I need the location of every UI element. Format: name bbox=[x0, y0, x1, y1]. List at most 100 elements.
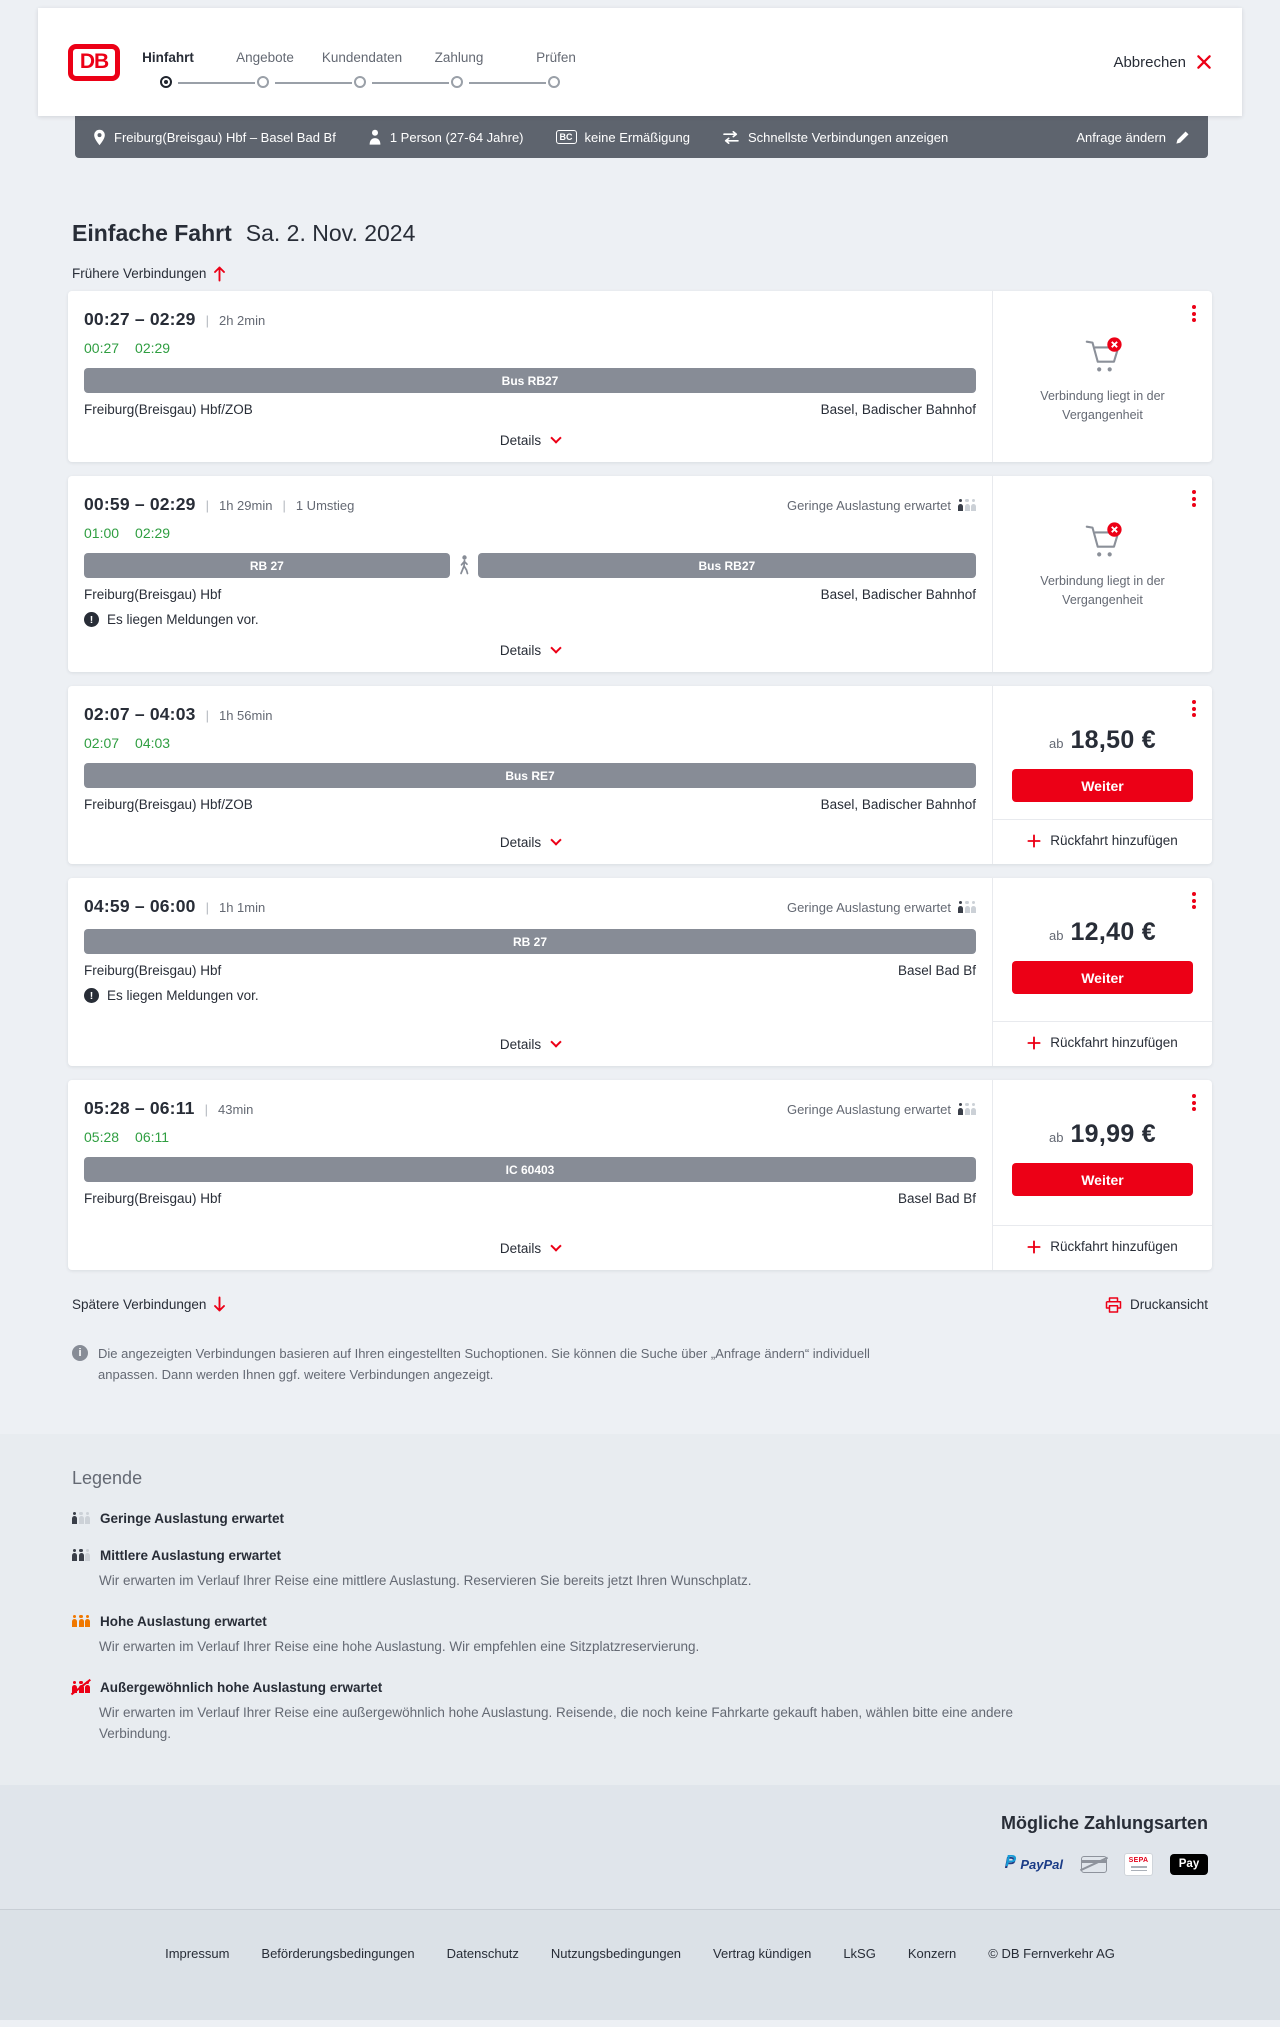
footer-link-befoerderungsbedingungen[interactable]: Beförderungsbedingungen bbox=[261, 1945, 415, 1961]
occupancy-high-icon bbox=[72, 1614, 90, 1628]
connection-card-side: ab 18,50 € Weiter Rückfahrt hinzufügen bbox=[993, 686, 1212, 864]
person-icon bbox=[369, 129, 381, 145]
footer-link-konzern[interactable]: Konzern bbox=[907, 1945, 957, 1961]
separator: | bbox=[205, 313, 209, 328]
step-kundendaten[interactable]: Kundendaten bbox=[322, 50, 451, 96]
origin-station: Freiburg(Breisgau) Hbf bbox=[84, 587, 222, 602]
add-return-button[interactable]: Rückfahrt hinzufügen bbox=[993, 1021, 1212, 1054]
destination-station: Basel, Badischer Bahnhof bbox=[820, 402, 976, 417]
leg-bar: RB 27 bbox=[84, 929, 976, 954]
occupancy-low-icon bbox=[72, 1511, 90, 1525]
earlier-connections-link[interactable]: Frühere Verbindungen bbox=[72, 265, 226, 282]
price: ab 18,50 € bbox=[1049, 726, 1156, 754]
legend-item: Außergewöhnlich hohe Auslastung erwartet bbox=[72, 1680, 1208, 1695]
printer-icon bbox=[1105, 1296, 1122, 1313]
legend-description: Wir erwarten im Verlauf Ihrer Reise eine… bbox=[99, 1638, 700, 1654]
step-dot bbox=[354, 76, 366, 88]
realtime-times: 00:27 02:29 bbox=[84, 340, 171, 356]
legend-description: Wir erwarten im Verlauf Ihrer Reise eine… bbox=[99, 1704, 1014, 1741]
occupancy-indicator: Geringe Auslastung erwartet bbox=[787, 498, 976, 513]
service-message: Es liegen Meldungen vor. bbox=[84, 612, 976, 627]
more-options-button[interactable] bbox=[1190, 1092, 1198, 1113]
separator: | bbox=[282, 498, 286, 513]
step-angebote[interactable]: Angebote bbox=[236, 50, 354, 96]
origin-station: Freiburg(Breisgau) Hbf bbox=[84, 1191, 222, 1206]
change-request-button[interactable]: Anfrage ändern bbox=[1076, 130, 1190, 145]
origin-station: Freiburg(Breisgau) Hbf bbox=[84, 963, 222, 978]
connection-duration: 43min bbox=[218, 1102, 254, 1117]
price: ab 12,40 € bbox=[1049, 918, 1156, 946]
leg-bar: Bus RB27 bbox=[477, 553, 976, 578]
add-return-button[interactable]: Rückfahrt hinzufügen bbox=[993, 819, 1212, 852]
weiter-button[interactable]: Weiter bbox=[1012, 769, 1193, 802]
connection-card-side: Verbindung liegt in der Vergangenheit bbox=[993, 291, 1212, 462]
step-zahlung[interactable]: Zahlung bbox=[435, 50, 548, 96]
more-options-button[interactable] bbox=[1190, 488, 1198, 509]
chevron-down-icon bbox=[550, 432, 562, 444]
connection-duration: 1h 56min bbox=[218, 708, 273, 723]
arrow-up-icon bbox=[214, 266, 226, 282]
chevron-down-icon bbox=[550, 1240, 562, 1252]
occupancy-low-icon bbox=[958, 1103, 976, 1116]
realtime-times: 05:28 06:11 bbox=[84, 1129, 170, 1145]
payment-methods-title: Mögliche Zahlungsarten bbox=[1000, 1812, 1208, 1833]
step-dot bbox=[548, 76, 560, 88]
legend-item: Mittlere Auslastung erwartet bbox=[72, 1548, 1208, 1563]
footer-link-impressum[interactable]: Impressum bbox=[165, 1945, 230, 1961]
journey-legs: IC 60403 bbox=[84, 1157, 976, 1182]
add-return-button[interactable]: Rückfahrt hinzufügen bbox=[993, 1225, 1212, 1258]
connection-duration: 2h 2min bbox=[218, 313, 266, 328]
weiter-button[interactable]: Weiter bbox=[1012, 961, 1193, 994]
connection-card: 02:07 – 04:03 | 1h 56min 02:07 04:03 Bus… bbox=[68, 686, 1212, 864]
footer-link-datenschutz[interactable]: Datenschutz bbox=[446, 1945, 519, 1961]
sepa-lastschrift-icon: SEPA bbox=[1125, 1853, 1152, 1875]
connection-duration: 1h 1min bbox=[218, 900, 266, 915]
chevron-down-icon bbox=[550, 834, 562, 846]
occupancy-indicator: Geringe Auslastung erwartet bbox=[787, 1102, 976, 1117]
weiter-button[interactable]: Weiter bbox=[1012, 1163, 1193, 1196]
connection-card-side: ab 12,40 € Weiter Rückfahrt hinzufügen bbox=[993, 878, 1212, 1066]
origin-station: Freiburg(Breisgau) Hbf/ZOB bbox=[84, 797, 253, 812]
cart-unavailable-icon bbox=[1085, 522, 1122, 557]
copyright-text: © DB Fernverkehr AG bbox=[988, 1945, 1115, 1961]
more-options-button[interactable] bbox=[1190, 303, 1198, 324]
footer-link-vertrag-kuendigen[interactable]: Vertrag kündigen bbox=[713, 1945, 812, 1961]
cancel-button[interactable]: Abbrechen bbox=[1113, 54, 1212, 71]
footer-link-lksg[interactable]: LkSG bbox=[843, 1945, 876, 1961]
details-toggle[interactable]: Details bbox=[84, 1021, 976, 1052]
footer-link-nutzungsbedingungen[interactable]: Nutzungsbedingungen bbox=[550, 1945, 682, 1961]
more-options-button[interactable] bbox=[1190, 698, 1198, 719]
leg-bar: Bus RB27 bbox=[84, 368, 976, 393]
origin-station: Freiburg(Breisgau) Hbf/ZOB bbox=[84, 402, 253, 417]
connection-card: 04:59 – 06:00 | 1h 1min Geringe Auslastu… bbox=[68, 878, 1212, 1066]
apple-pay-icon: Pay bbox=[1170, 1853, 1208, 1875]
separator: | bbox=[205, 498, 209, 513]
plus-icon bbox=[1027, 1239, 1041, 1254]
past-connection-notice: Verbindung liegt in der Vergangenheit bbox=[1040, 574, 1165, 607]
arrow-down-icon bbox=[214, 1296, 226, 1312]
checkout-stepper: Hinfahrt Angebote Kundendaten Zahlung Pr… bbox=[142, 28, 576, 96]
swap-arrows-icon bbox=[723, 130, 739, 144]
creditcard-unavailable-icon bbox=[1081, 1855, 1107, 1873]
separator: | bbox=[205, 900, 209, 915]
step-pruefen[interactable]: Prüfen bbox=[536, 50, 576, 96]
paypal-icon: P PayPal bbox=[1001, 1853, 1063, 1873]
step-hinfahrt[interactable]: Hinfahrt bbox=[142, 50, 257, 96]
connection-times: 02:07 – 04:03 bbox=[84, 704, 196, 724]
print-view-button[interactable]: Druckansicht bbox=[1105, 1296, 1208, 1313]
later-connections-link[interactable]: Spätere Verbindungen bbox=[72, 1296, 226, 1313]
close-icon bbox=[1197, 55, 1211, 69]
destination-station: Basel, Badischer Bahnhof bbox=[820, 587, 976, 602]
details-toggle[interactable]: Details bbox=[84, 417, 976, 448]
journey-legs: RB 27 bbox=[84, 929, 976, 954]
connection-times: 00:27 – 02:29 bbox=[84, 309, 196, 329]
details-toggle[interactable]: Details bbox=[84, 1225, 976, 1256]
step-dot-active bbox=[160, 76, 172, 88]
step-dot bbox=[451, 76, 463, 88]
details-toggle[interactable]: Details bbox=[84, 627, 976, 658]
details-toggle[interactable]: Details bbox=[84, 819, 976, 850]
connection-card-side: ab 19,99 € Weiter Rückfahrt hinzufügen bbox=[993, 1080, 1212, 1270]
past-connection-notice: Verbindung liegt in der Vergangenheit bbox=[1040, 389, 1165, 422]
destination-station: Basel, Badischer Bahnhof bbox=[820, 797, 976, 812]
more-options-button[interactable] bbox=[1190, 890, 1198, 911]
